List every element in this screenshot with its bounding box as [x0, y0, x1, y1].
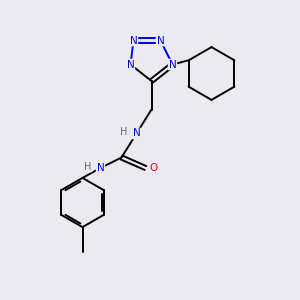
Text: N: N	[97, 163, 104, 173]
Text: N: N	[127, 59, 134, 70]
Text: H: H	[84, 161, 92, 172]
Text: H: H	[120, 127, 128, 137]
Text: O: O	[149, 163, 157, 173]
Text: N: N	[133, 128, 140, 139]
Text: N: N	[130, 35, 137, 46]
Text: N: N	[157, 35, 164, 46]
Text: N: N	[169, 59, 176, 70]
